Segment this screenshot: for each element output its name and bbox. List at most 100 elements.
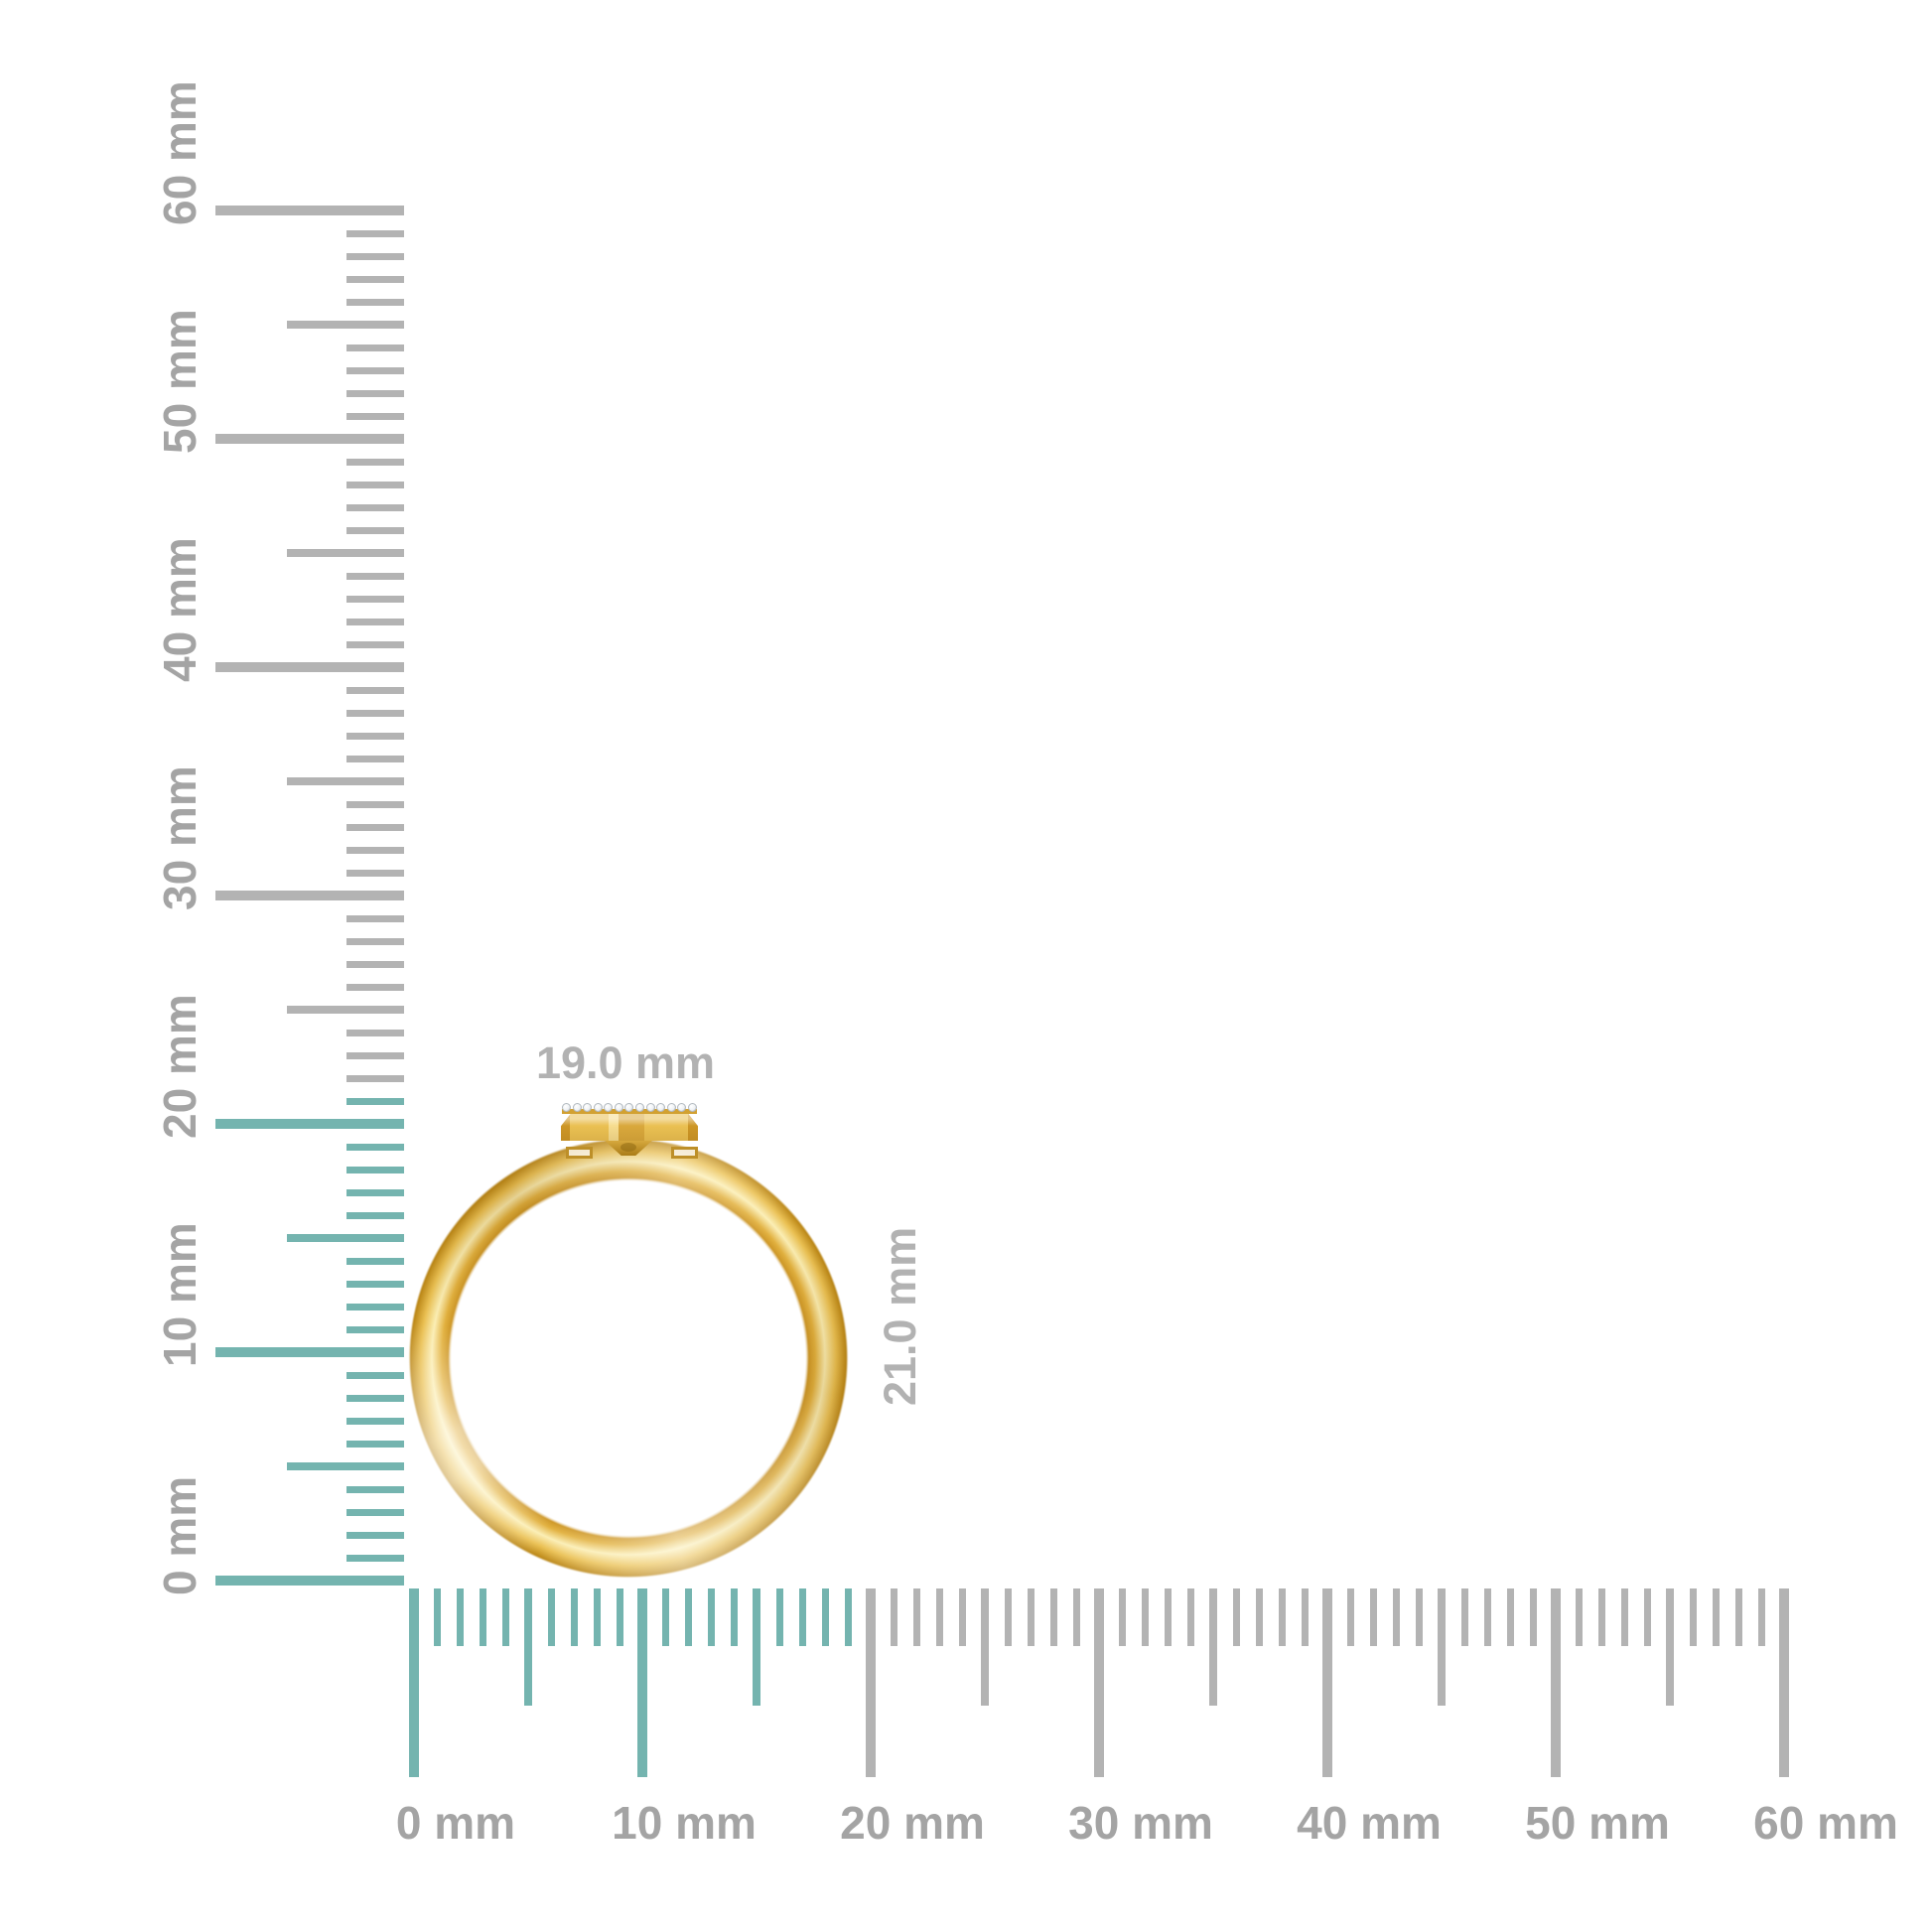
h-tick-25mm <box>981 1588 989 1706</box>
v-tick-1mm <box>346 1554 404 1562</box>
v-tick-11mm <box>346 1325 404 1333</box>
h-tick-38mm <box>1278 1588 1286 1646</box>
v-tick-41mm <box>346 640 404 648</box>
v-tick-28mm <box>346 937 404 945</box>
h-tick-56mm <box>1689 1588 1697 1646</box>
v-tick-60mm <box>215 206 404 215</box>
diamond-stone <box>593 1102 603 1112</box>
h-tick-2mm <box>456 1588 464 1646</box>
melee-rail <box>562 1109 697 1114</box>
diamond-stone <box>562 1102 571 1112</box>
h-tick-17mm <box>798 1588 806 1646</box>
h-tick-47mm <box>1483 1588 1491 1646</box>
v-tick-38mm <box>346 709 404 717</box>
diamond-stone <box>687 1102 697 1112</box>
h-tick-26mm <box>1004 1588 1012 1646</box>
h-ruler-label-50mm: 50 mm <box>1525 1797 1670 1849</box>
h-tick-50mm <box>1551 1588 1561 1777</box>
h-tick-23mm <box>935 1588 943 1646</box>
h-tick-42mm <box>1369 1588 1377 1646</box>
v-tick-27mm <box>346 960 404 968</box>
diamond-stone <box>583 1102 593 1112</box>
h-tick-12mm <box>684 1588 692 1646</box>
v-tick-9mm <box>346 1371 404 1379</box>
v-ruler-label-50mm: 50 mm <box>154 309 206 454</box>
v-tick-20mm <box>215 1119 404 1129</box>
h-tick-22mm <box>912 1588 920 1646</box>
v-tick-44mm <box>346 572 404 580</box>
v-tick-7mm <box>346 1417 404 1425</box>
v-tick-25mm <box>287 1006 404 1014</box>
v-tick-2mm <box>346 1531 404 1539</box>
h-ruler-label-60mm: 60 mm <box>1753 1797 1898 1849</box>
h-tick-33mm <box>1164 1588 1172 1646</box>
v-tick-22mm <box>346 1074 404 1082</box>
h-tick-14mm <box>730 1588 738 1646</box>
h-tick-32mm <box>1141 1588 1149 1646</box>
v-tick-56mm <box>346 298 404 306</box>
h-tick-46mm <box>1460 1588 1468 1646</box>
h-tick-34mm <box>1186 1588 1194 1646</box>
h-tick-60mm <box>1779 1588 1789 1777</box>
v-tick-37mm <box>346 732 404 740</box>
h-tick-6mm <box>547 1588 555 1646</box>
v-tick-19mm <box>346 1143 404 1151</box>
v-tick-3mm <box>346 1508 404 1516</box>
v-ruler-label-30mm: 30 mm <box>154 765 206 910</box>
h-tick-0mm <box>409 1588 419 1777</box>
h-tick-18mm <box>821 1588 829 1646</box>
h-tick-1mm <box>433 1588 441 1646</box>
h-tick-19mm <box>844 1588 852 1646</box>
h-tick-49mm <box>1529 1588 1537 1646</box>
v-tick-32mm <box>346 846 404 854</box>
v-ruler-label-0mm: 0 mm <box>154 1475 206 1595</box>
v-tick-53mm <box>346 366 404 374</box>
v-tick-12mm <box>346 1303 404 1311</box>
h-tick-10mm <box>637 1588 647 1777</box>
v-tick-5mm <box>287 1462 404 1470</box>
h-tick-41mm <box>1346 1588 1354 1646</box>
h-tick-58mm <box>1734 1588 1742 1646</box>
h-tick-59mm <box>1757 1588 1765 1646</box>
h-tick-15mm <box>753 1588 760 1706</box>
h-tick-9mm <box>616 1588 623 1646</box>
v-tick-16mm <box>346 1211 404 1219</box>
v-tick-15mm <box>287 1234 404 1242</box>
v-ruler-label-60mm: 60 mm <box>154 80 206 225</box>
diamond-stone <box>645 1102 655 1112</box>
v-ruler-label-10mm: 10 mm <box>154 1222 206 1367</box>
h-tick-45mm <box>1438 1588 1446 1706</box>
v-tick-49mm <box>346 458 404 466</box>
v-tick-10mm <box>215 1347 404 1357</box>
v-tick-47mm <box>346 503 404 511</box>
h-ruler-label-0mm: 0 mm <box>395 1797 516 1849</box>
v-tick-30mm <box>215 891 404 900</box>
h-tick-20mm <box>866 1588 876 1777</box>
gallery-window-right <box>671 1147 698 1159</box>
h-tick-55mm <box>1666 1588 1674 1706</box>
h-tick-35mm <box>1209 1588 1217 1706</box>
v-tick-54mm <box>346 344 404 351</box>
h-tick-8mm <box>593 1588 601 1646</box>
v-tick-8mm <box>346 1394 404 1402</box>
v-tick-13mm <box>346 1280 404 1288</box>
v-ruler-label-20mm: 20 mm <box>154 994 206 1139</box>
v-tick-45mm <box>287 549 404 557</box>
diamond-stone <box>604 1102 614 1112</box>
h-ruler-label-40mm: 40 mm <box>1297 1797 1442 1849</box>
v-tick-26mm <box>346 983 404 991</box>
h-tick-44mm <box>1415 1588 1423 1646</box>
ring-basket-dot <box>621 1143 636 1152</box>
v-tick-35mm <box>287 777 404 785</box>
v-tick-59mm <box>346 229 404 237</box>
h-tick-57mm <box>1712 1588 1720 1646</box>
h-tick-24mm <box>958 1588 966 1646</box>
v-tick-50mm <box>215 434 404 444</box>
h-ruler-label-20mm: 20 mm <box>840 1797 985 1849</box>
h-tick-53mm <box>1620 1588 1628 1646</box>
h-tick-39mm <box>1301 1588 1309 1646</box>
h-tick-51mm <box>1575 1588 1583 1646</box>
h-tick-27mm <box>1027 1588 1035 1646</box>
